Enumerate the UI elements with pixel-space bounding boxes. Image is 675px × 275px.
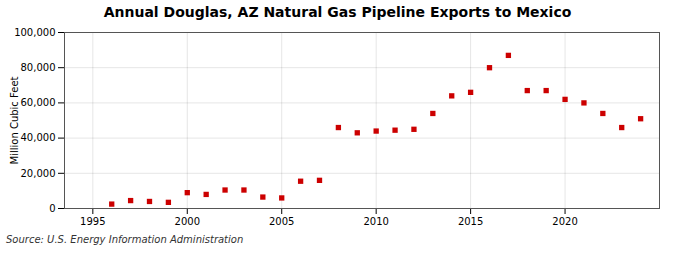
svg-text:Million Cubic Feet: Million Cubic Feet — [9, 76, 20, 164]
svg-text:0: 0 — [49, 203, 55, 214]
svg-text:20,000: 20,000 — [21, 168, 56, 179]
svg-text:2020: 2020 — [552, 216, 577, 227]
svg-text:2010: 2010 — [363, 216, 388, 227]
svg-text:40,000: 40,000 — [21, 132, 56, 143]
svg-text:2015: 2015 — [458, 216, 483, 227]
svg-text:2005: 2005 — [269, 216, 294, 227]
html-text:Annual Douglas, AZ Natural Gas: Annual Douglas, AZ Natural Gas Pipeline … — [103, 4, 572, 20]
svg-text:100,000: 100,000 — [14, 27, 55, 38]
html-text:Source: U.S. Energy Informatio: Source: U.S. Energy Information Administ… — [6, 234, 244, 245]
svg-text:2000: 2000 — [175, 216, 200, 227]
svg-text:60,000: 60,000 — [21, 97, 56, 108]
svg-text:1995: 1995 — [80, 216, 105, 227]
svg-text:80,000: 80,000 — [21, 62, 56, 73]
